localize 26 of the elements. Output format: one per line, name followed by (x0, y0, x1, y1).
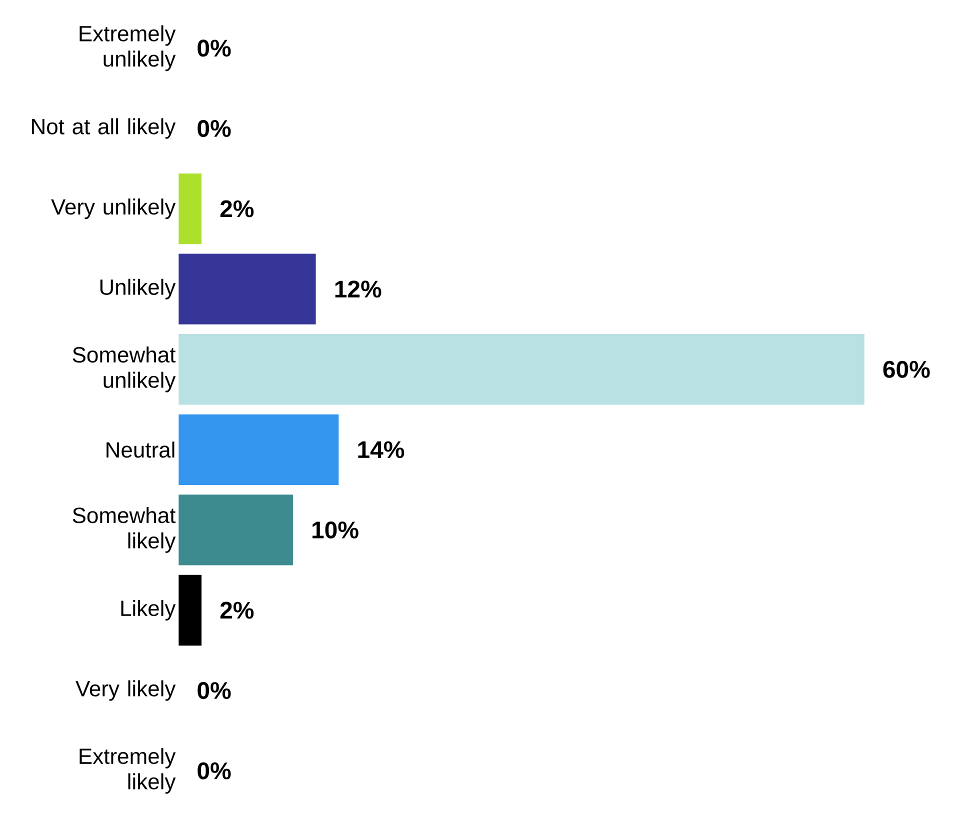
y-tick-label: Extremely likely (80, 748, 176, 794)
data-label: 60% (883, 360, 930, 378)
data-label: 0% (198, 40, 231, 57)
y-tick-label: Very likely (76, 680, 176, 701)
bar (178, 334, 864, 405)
bar (178, 414, 339, 485)
bar (178, 574, 202, 646)
y-tick-label: Somewhat unlikely (72, 346, 176, 392)
data-label: 10% (312, 521, 358, 538)
y-tick-label: Likely (121, 600, 176, 620)
y-tick-label: Unlikely (100, 278, 176, 300)
data-label: 2% (220, 602, 254, 619)
y-tick-label: Not at all likely (32, 118, 176, 139)
y-tick-label: Extremely unlikely (80, 25, 176, 72)
data-label: 0% (198, 120, 231, 137)
data-label: 14% (358, 441, 404, 458)
y-tick-label: Somewhat likely (72, 507, 176, 553)
y-tick-label: Neutral (106, 442, 174, 458)
data-label: 0% (198, 682, 231, 700)
bar (178, 494, 293, 566)
bar (178, 254, 316, 324)
bar (178, 173, 202, 244)
y-tick-label: Very unlikely (51, 198, 176, 220)
data-label: 2% (220, 200, 254, 218)
data-label: 12% (335, 280, 382, 298)
data-label: 0% (198, 762, 231, 780)
